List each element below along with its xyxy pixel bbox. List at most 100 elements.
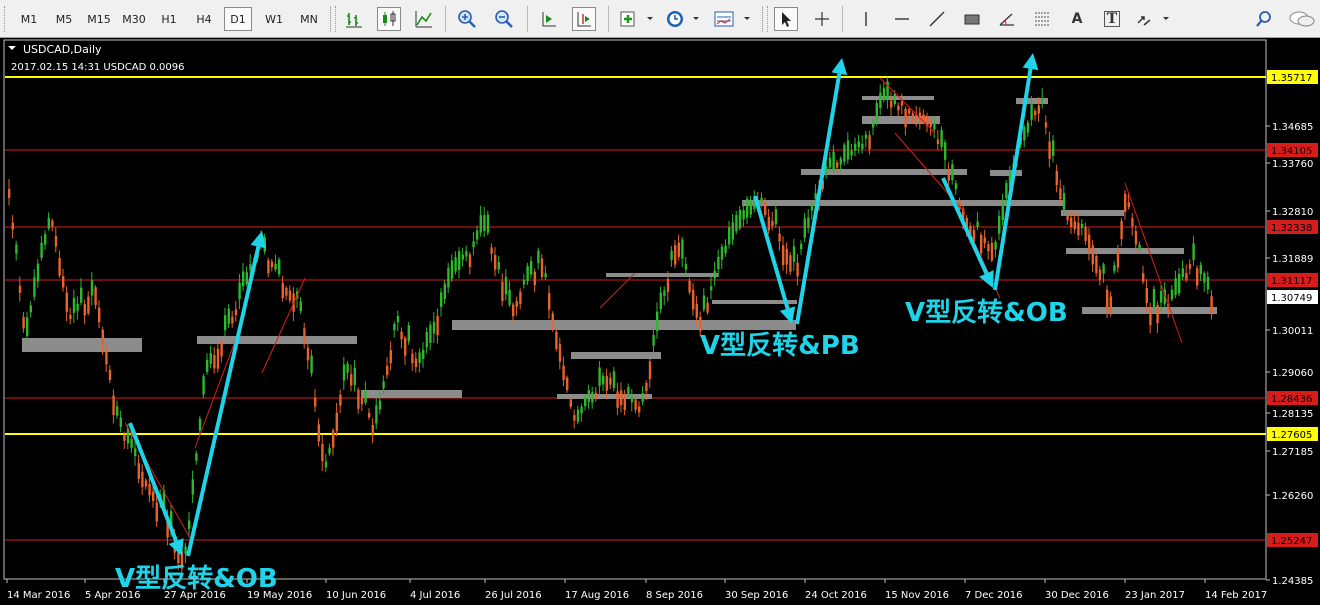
price-zone[interactable] (571, 352, 661, 359)
cursor-icon[interactable] (774, 7, 798, 31)
trendline[interactable] (1124, 182, 1183, 344)
timeframe-h4-button[interactable]: H4 (196, 12, 212, 26)
candle-body (36, 263, 40, 282)
level-label-red-2: 1.32338 (1271, 223, 1312, 234)
price-zone[interactable] (1016, 98, 1048, 104)
timeframe-m5-button[interactable]: M5 (55, 12, 73, 26)
price-zone[interactable] (712, 300, 797, 304)
candlestick-chart-icon[interactable] (377, 7, 401, 31)
annotation-arrow[interactable] (753, 195, 790, 310)
text-icon[interactable]: A (1065, 7, 1089, 31)
trendline[interactable] (599, 272, 636, 309)
candle-body (443, 283, 446, 299)
annotation-arrow[interactable] (128, 422, 179, 542)
candle-body (33, 277, 36, 297)
candle-body (1095, 256, 1098, 274)
vertical-line-icon[interactable] (854, 7, 878, 31)
autoscroll-icon[interactable] (572, 7, 596, 31)
trendline-icon[interactable] (925, 7, 949, 31)
candle-body (612, 371, 616, 388)
candle-body (494, 255, 497, 270)
annotation-arrow[interactable] (186, 246, 261, 557)
price-zone[interactable] (557, 394, 652, 399)
price-zone[interactable] (990, 170, 1022, 176)
candle-body (1196, 268, 1199, 286)
candle-body (350, 374, 353, 386)
toolbar-grip[interactable] (4, 6, 8, 32)
candle-body (764, 202, 767, 215)
timeframe-d1-button[interactable]: D1 (224, 7, 252, 31)
candle-body (1066, 216, 1069, 221)
crosshair-icon[interactable] (810, 7, 834, 31)
date-tick-label: 4 Jul 2016 (410, 590, 460, 601)
candle-body (983, 237, 986, 244)
fibonacci-icon[interactable] (1030, 7, 1054, 31)
text-label-icon[interactable]: T (1100, 7, 1124, 31)
annotation-arrow[interactable] (993, 68, 1033, 291)
bar-chart-icon[interactable] (342, 7, 366, 31)
annotation-arrow[interactable] (941, 177, 989, 275)
chart-title-arrow-icon[interactable] (8, 46, 16, 50)
templates-icon[interactable] (712, 7, 754, 31)
angle-icon[interactable] (995, 7, 1019, 31)
timeframe-m30-button[interactable]: M30 (122, 12, 146, 26)
annotation-arrow-head (979, 270, 994, 288)
annotation-arrow[interactable] (795, 73, 842, 325)
price-zone[interactable] (1066, 248, 1184, 254)
candle-body (814, 193, 817, 199)
candle-body (771, 220, 774, 227)
timeframe-m1-button[interactable]: M1 (20, 12, 38, 26)
toolbar-grip[interactable] (767, 6, 771, 32)
candle-body (1131, 218, 1134, 227)
candle-body (216, 348, 220, 369)
rectangle-icon[interactable] (960, 7, 984, 31)
candle-body (123, 434, 126, 441)
candle-body (706, 302, 709, 313)
search-icon[interactable] (1252, 7, 1276, 31)
candle-body (875, 103, 878, 121)
price-zone[interactable] (361, 390, 462, 398)
annotation-v-reversal-ob-1: V型反转&OB (115, 564, 278, 594)
candle-body (872, 122, 875, 128)
toolbar-grip[interactable] (335, 6, 339, 32)
candle-body (126, 428, 130, 444)
chart-shift-icon[interactable] (537, 7, 561, 31)
arrows-icon[interactable] (1134, 7, 1174, 31)
line-chart-icon[interactable] (412, 7, 436, 31)
candle-body (857, 141, 860, 147)
price-zone[interactable] (801, 169, 967, 175)
zoom-out-icon[interactable] (492, 7, 516, 31)
price-zone[interactable] (742, 200, 1065, 206)
candle-body (1203, 273, 1206, 283)
horizontal-line-icon[interactable] (890, 7, 914, 31)
trendline[interactable] (879, 77, 936, 134)
timeframe-m15-button[interactable]: M15 (87, 12, 111, 26)
periods-icon[interactable] (664, 7, 702, 31)
candle-body (112, 395, 115, 415)
price-zone[interactable] (862, 116, 940, 124)
price-zone[interactable] (452, 320, 796, 330)
candle-body (65, 292, 68, 312)
candle-body (411, 353, 414, 364)
price-zone[interactable] (1061, 210, 1124, 216)
timeframe-w1-button[interactable]: W1 (265, 12, 283, 26)
candle-body (238, 282, 241, 300)
price-zone[interactable] (606, 273, 718, 277)
chart-area[interactable]: 1.34685 1.33760 1.32810 1.31889 1.30011 1.290… (0, 38, 1320, 605)
candle-body (1106, 289, 1109, 310)
price-zone[interactable] (22, 338, 142, 352)
price-zone[interactable] (862, 96, 934, 100)
trendline[interactable] (194, 327, 241, 449)
trendline[interactable] (261, 277, 306, 374)
candle-body (483, 215, 486, 231)
chat-icon[interactable] (1287, 7, 1317, 31)
candle-body (972, 229, 976, 242)
candle-body (605, 376, 608, 391)
annotation-v-reversal-pb: V型反转&PB (700, 331, 860, 361)
indicators-icon[interactable] (618, 7, 656, 31)
timeframe-h1-button[interactable]: H1 (161, 12, 177, 26)
zoom-in-icon[interactable] (455, 7, 479, 31)
annotation-arrow-head (779, 306, 796, 324)
candle-body (854, 143, 857, 151)
timeframe-mn-button[interactable]: MN (300, 12, 318, 26)
